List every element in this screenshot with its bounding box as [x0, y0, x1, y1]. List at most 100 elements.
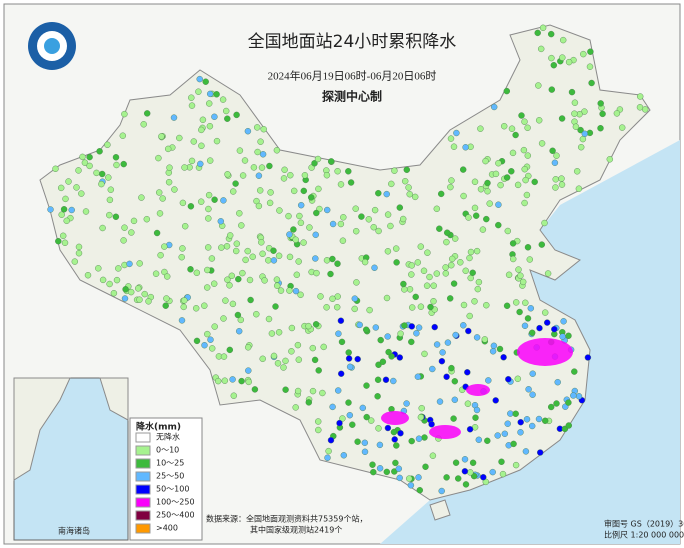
- station-dot: [366, 306, 373, 314]
- station-dot: [467, 248, 475, 256]
- station-dot: [520, 278, 527, 286]
- station-dot: [178, 254, 185, 261]
- station-dot: [239, 172, 247, 179]
- station-dot: [211, 113, 218, 121]
- station-dot: [396, 474, 403, 482]
- station-dot: [141, 290, 148, 298]
- station-dot: [383, 468, 390, 476]
- station-dot: [542, 309, 549, 316]
- station-dot: [352, 205, 359, 212]
- station-dot: [55, 237, 62, 245]
- legend-swatch: [135, 445, 151, 456]
- station-dot: [452, 459, 460, 466]
- station-dot: [383, 190, 390, 198]
- rain-patch: [517, 338, 573, 366]
- rain-patch: [466, 384, 490, 396]
- station-dot: [431, 323, 438, 331]
- station-dot: [98, 180, 105, 188]
- station-dot: [63, 217, 70, 225]
- station-dot: [391, 436, 398, 443]
- station-dot: [409, 304, 416, 311]
- station-dot: [239, 269, 246, 277]
- station-dot: [572, 123, 580, 130]
- station-dot: [202, 78, 209, 85]
- station-dot: [538, 45, 545, 53]
- station-dot: [235, 328, 243, 335]
- station-dot: [206, 90, 214, 98]
- station-dot: [480, 474, 487, 481]
- station-dot: [293, 271, 300, 278]
- station-dot: [524, 315, 532, 322]
- station-dot: [503, 174, 511, 181]
- station-dot: [338, 338, 346, 346]
- station-dot: [206, 122, 214, 130]
- station-dot: [349, 421, 356, 428]
- station-dot: [512, 131, 519, 139]
- station-dot: [642, 106, 649, 113]
- station-dot: [319, 389, 326, 397]
- station-dot: [334, 304, 341, 311]
- station-dot: [339, 237, 347, 244]
- station-dot: [265, 257, 272, 264]
- station-dot: [286, 287, 293, 294]
- station-dot: [450, 415, 457, 422]
- station-dot: [273, 147, 281, 154]
- station-dot: [504, 227, 511, 235]
- station-dot: [99, 276, 107, 284]
- station-dot: [242, 256, 249, 264]
- station-dot: [337, 317, 345, 324]
- station-dot: [365, 216, 372, 223]
- station-dot: [448, 364, 455, 372]
- station-dot: [461, 468, 469, 475]
- station-dot: [354, 355, 361, 363]
- station-dot: [514, 181, 522, 189]
- station-dot: [188, 157, 196, 165]
- station-dot: [112, 154, 120, 161]
- station-dot: [245, 367, 252, 374]
- station-dot: [359, 404, 366, 412]
- station-dot: [187, 203, 195, 210]
- station-dot: [250, 164, 258, 171]
- station-dot: [309, 344, 316, 352]
- station-dot: [282, 357, 289, 365]
- station-dot: [308, 194, 315, 201]
- station-dot: [406, 190, 413, 198]
- station-dot: [443, 238, 450, 246]
- station-dot: [205, 205, 212, 213]
- station-dot: [96, 148, 103, 155]
- station-dot: [475, 436, 482, 443]
- station-dot: [597, 124, 604, 132]
- hainan: [429, 499, 451, 521]
- station-dot: [219, 96, 227, 103]
- station-dot: [266, 199, 274, 207]
- station-dot: [417, 414, 425, 421]
- sea: [380, 140, 680, 544]
- station-dot: [297, 219, 305, 227]
- station-dot: [280, 364, 287, 371]
- station-dot: [113, 276, 121, 284]
- station-dot: [473, 406, 481, 414]
- station-dot: [75, 243, 83, 251]
- station-dot: [460, 322, 467, 329]
- station-dot: [579, 135, 587, 143]
- station-dot: [370, 223, 377, 231]
- station-dot: [509, 149, 517, 157]
- station-dot: [340, 452, 347, 459]
- station-dot: [274, 360, 282, 367]
- station-dot: [73, 184, 80, 191]
- station-dot: [524, 152, 531, 159]
- station-dot: [597, 100, 604, 107]
- station-dot: [581, 130, 588, 138]
- station-dot: [224, 276, 231, 283]
- station-dot: [68, 206, 75, 214]
- map-subtitle: 2024年06月19日06时-06月20日06时: [268, 69, 437, 83]
- station-dot: [523, 416, 531, 423]
- station-dot: [542, 417, 549, 424]
- station-dot: [444, 229, 451, 236]
- station-dot: [261, 277, 268, 284]
- station-dot: [121, 110, 128, 118]
- station-dot: [407, 482, 415, 489]
- station-dot: [414, 259, 421, 266]
- station-dot: [385, 348, 392, 356]
